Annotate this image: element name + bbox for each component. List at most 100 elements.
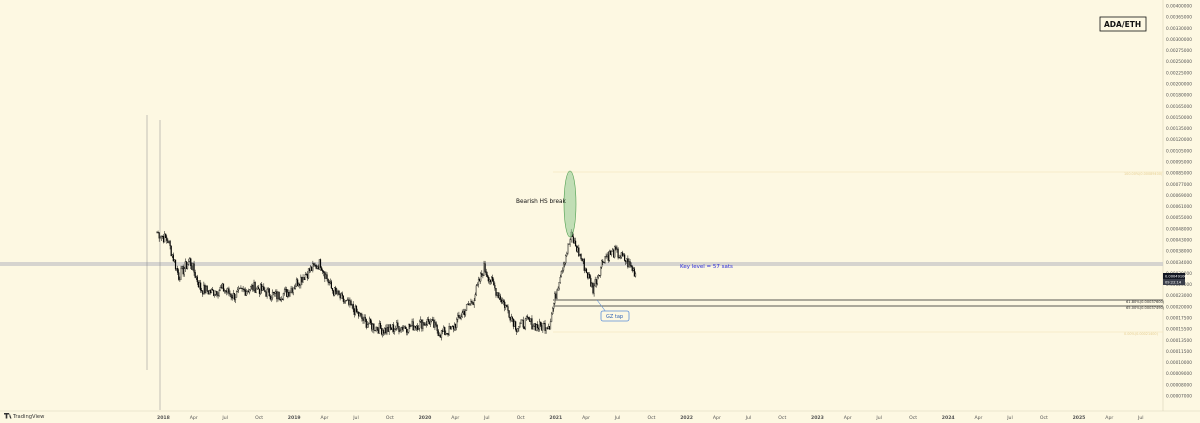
candle-body <box>228 288 230 294</box>
candle-body <box>414 326 416 329</box>
candle-body <box>403 326 406 329</box>
candle-body <box>504 301 506 308</box>
candle-body <box>311 266 313 271</box>
x-tick-label: Jul <box>1006 415 1013 421</box>
candle-body <box>206 286 208 292</box>
candle-body <box>399 330 401 332</box>
candle-body <box>188 261 190 265</box>
candle-body <box>308 268 311 272</box>
x-axis-ticks: 2018 Apr Jul Oct 2019 Apr Jul Oct 2020 Apr Jul Oct 2… <box>157 415 1144 421</box>
candle-body <box>456 319 458 328</box>
candle-body <box>446 333 448 335</box>
candle-body <box>598 275 601 277</box>
candle-body <box>241 287 243 289</box>
candle-body <box>360 313 362 315</box>
candle-body <box>364 316 366 320</box>
candle-body <box>482 274 484 276</box>
price-time-bg <box>1163 279 1185 285</box>
candle-body <box>487 276 489 282</box>
x-tick-label: Apr <box>975 415 983 421</box>
candle-body <box>606 254 608 257</box>
candle-body <box>356 311 359 313</box>
candle-body <box>624 254 626 261</box>
candle-body <box>417 328 420 330</box>
candle-body <box>312 263 314 271</box>
candle-body <box>522 319 524 328</box>
candle-body <box>486 274 488 278</box>
candle-body <box>460 316 462 319</box>
x-tick-label: 2022 <box>680 415 693 421</box>
candle-body <box>508 310 510 318</box>
candle-body <box>609 251 612 255</box>
candle-body <box>603 262 605 263</box>
candle-body <box>288 292 290 297</box>
candle-body <box>509 317 511 321</box>
candle-body <box>270 297 273 300</box>
candle-body <box>165 233 167 238</box>
candle-body <box>351 303 353 306</box>
candle-body <box>256 286 258 290</box>
y-tick-label: 0.00200000 <box>1166 82 1192 88</box>
candle-body <box>625 260 627 262</box>
candle-body <box>174 259 177 270</box>
candle-body <box>343 301 346 303</box>
candle-body <box>481 273 483 275</box>
candle-body <box>386 327 388 334</box>
y-tick-label: 0.00009000 <box>1166 371 1192 377</box>
candle-body <box>622 254 625 256</box>
candle-body <box>535 324 537 331</box>
candle-body <box>342 295 344 302</box>
candle-body <box>184 261 186 269</box>
candle-body <box>420 319 422 322</box>
candle-body <box>185 261 188 269</box>
candle-body <box>545 327 547 331</box>
candle-body <box>348 299 350 305</box>
candle-body <box>186 264 189 269</box>
candle-body <box>597 275 600 278</box>
candle-body <box>497 292 499 298</box>
candle-body <box>352 303 354 310</box>
candle-body <box>281 299 283 300</box>
candle-body <box>617 248 619 258</box>
candle-body <box>441 330 444 332</box>
candle-body <box>176 268 178 270</box>
candle-body <box>479 279 481 282</box>
candle-body <box>626 258 628 262</box>
candle-body <box>391 324 394 330</box>
candle-body <box>421 319 423 329</box>
candle-body <box>523 327 525 329</box>
candle-body <box>177 268 179 273</box>
x-tick-label: Apr <box>713 415 721 421</box>
candle-body <box>304 274 306 281</box>
candle-body <box>261 284 263 291</box>
candle-body <box>168 240 170 244</box>
candle-body <box>448 326 450 336</box>
candle-body <box>376 326 378 330</box>
y-tick-label: 0.00225000 <box>1166 70 1192 76</box>
candle-body <box>631 266 633 271</box>
candle-body <box>453 323 456 330</box>
candle-body <box>307 268 310 279</box>
hs-break-ellipse <box>563 170 577 238</box>
candle-body <box>226 290 228 293</box>
candle-body <box>191 265 193 270</box>
candle-body <box>491 277 493 283</box>
candle-body <box>173 259 176 262</box>
candle-body <box>362 318 364 321</box>
candle-body <box>331 288 334 291</box>
candle-body <box>203 284 205 295</box>
y-tick-label: 0.00150000 <box>1166 115 1192 121</box>
candle-body <box>367 323 370 325</box>
candle-body <box>329 281 331 284</box>
candle-body <box>560 271 562 278</box>
candle-body <box>233 293 235 300</box>
candle-body <box>488 279 491 282</box>
candle-body <box>485 271 487 275</box>
candle-body <box>217 294 219 296</box>
candle-body <box>518 326 520 329</box>
candle-body <box>262 286 264 291</box>
x-tick-label: 2023 <box>811 415 824 421</box>
candle-body <box>396 322 398 329</box>
candle-body <box>610 250 613 255</box>
